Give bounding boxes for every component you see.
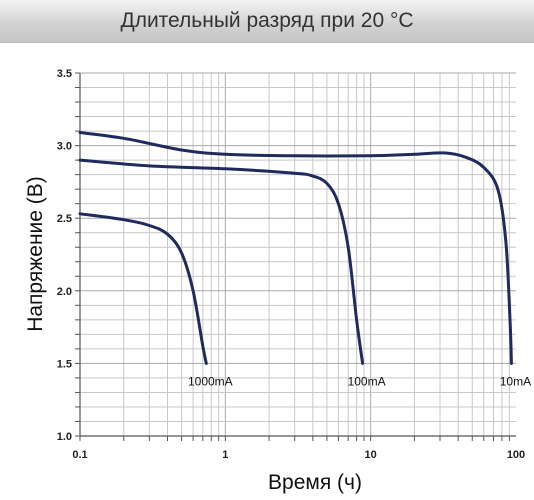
series-label-10mA: 10mA [500,374,531,388]
series-label-1000mA: 1000mA [188,374,233,388]
series-labels: 1000mA 100mA 10mA [188,374,531,388]
title-bar: Длительный разряд при 20 °С [0,0,534,43]
series-lines [78,131,513,365]
y-tick-label: 3.5 [57,68,72,80]
y-tick-label: 2.5 [57,213,72,225]
grid [79,72,516,437]
x-tick-label: 10 [365,449,377,461]
series-line-100mA [78,158,365,365]
series-label-100mA: 100mA [348,374,386,388]
x-tick-label: 0.1 [72,449,87,461]
axes [75,72,516,441]
y-tick-label: 2.0 [57,286,72,298]
series-line-1000mA [78,212,208,365]
x-tick-label: 1 [222,449,228,461]
chart-title: Длительный разряд при 20 °С [120,9,414,32]
x-axis-title: Время (ч) [268,471,362,494]
tick-labels: 0.1 1 10 100 1.0 1.5 2.0 2.5 3.0 3.5 [57,68,525,461]
y-axis-title: Напряжение (В) [24,176,47,332]
y-tick-label: 1.0 [57,431,72,443]
x-tick-label: 100 [507,449,525,461]
series-line-10mA [78,131,513,365]
y-tick-label: 3.0 [57,141,72,153]
y-tick-label: 1.5 [57,358,72,370]
